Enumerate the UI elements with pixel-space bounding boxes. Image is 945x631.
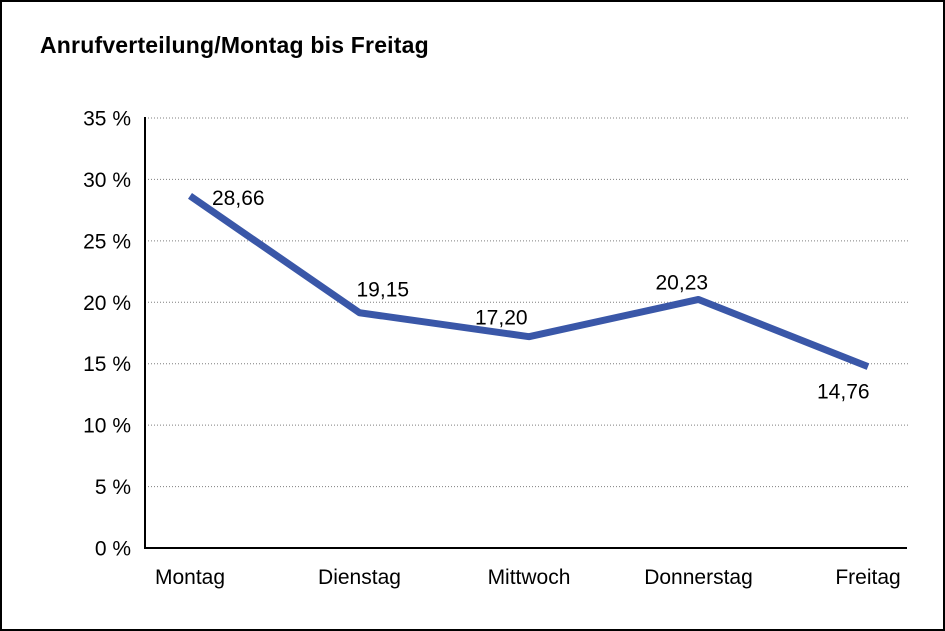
y-tick-label: 25 %	[83, 230, 131, 253]
y-tick-label: 35 %	[83, 108, 131, 131]
data-point-label: 20,23	[656, 271, 709, 294]
x-tick-label: Montag	[155, 566, 225, 589]
x-tick-label: Freitag	[835, 566, 900, 589]
x-tick-label: Donnerstag	[644, 566, 753, 589]
series-line	[188, 193, 870, 370]
y-tick-label: 0 %	[95, 538, 131, 561]
x-tick-label: Dienstag	[318, 566, 401, 589]
chart-title: Anrufverteilung/Montag bis Freitag	[40, 32, 429, 58]
y-tick-label: 5 %	[95, 476, 131, 499]
data-point-label: 17,20	[475, 307, 528, 330]
data-point-label: 28,66	[212, 187, 265, 210]
data-point-label: 19,15	[357, 279, 410, 302]
y-tick-label: 15 %	[83, 353, 131, 376]
data-point-label: 14,76	[817, 381, 870, 404]
y-tick-label: 20 %	[83, 292, 131, 315]
y-tick-label: 10 %	[83, 415, 131, 438]
y-tick-label: 30 %	[83, 169, 131, 192]
x-tick-label: Mittwoch	[488, 566, 571, 589]
